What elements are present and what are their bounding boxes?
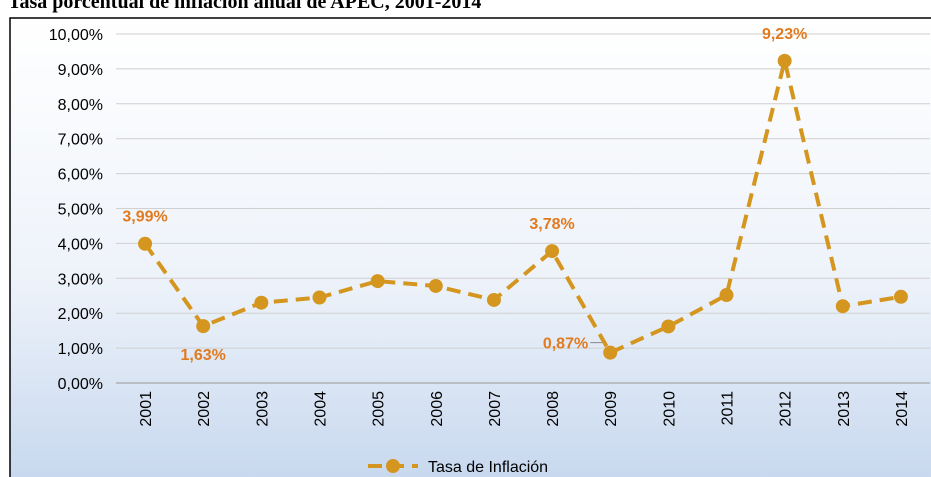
x-tick-label: 2006 [429, 391, 446, 427]
data-label: 9,23% [762, 26, 807, 43]
y-tick-label: 7,00% [58, 132, 103, 149]
x-tick-label: 2010 [661, 391, 678, 427]
point-marker [428, 278, 443, 293]
y-tick-label: 9,00% [58, 62, 103, 79]
y-tick-label: 1,00% [58, 341, 103, 358]
legend-label: Tasa de Inflación [428, 459, 548, 476]
point-marker [719, 288, 734, 303]
x-tick-label: 2001 [138, 391, 155, 427]
x-tick-label: 2009 [603, 391, 620, 427]
point-marker [254, 295, 269, 310]
x-tick-label: 2007 [487, 391, 504, 427]
x-tick-label: 2008 [545, 391, 562, 427]
y-tick-label: 4,00% [58, 236, 103, 253]
x-tick-label: 2013 [836, 391, 853, 427]
y-tick-label: 5,00% [58, 202, 103, 219]
data-label: 3,78% [529, 216, 574, 233]
point-marker [196, 319, 211, 334]
x-tick-label: 2011 [720, 391, 737, 426]
point-marker [312, 290, 327, 305]
point-marker [893, 289, 908, 304]
y-tick-label: 0,00% [58, 376, 103, 393]
y-tick-label: 10,00% [49, 27, 103, 44]
data-label: 3,99% [122, 209, 167, 226]
x-tick-label: 2002 [196, 391, 213, 427]
y-tick-label: 8,00% [58, 97, 103, 114]
chart-title: Tasa porcentual de inflación anual de AP… [8, 0, 481, 13]
legend-marker [386, 459, 400, 473]
series-line [143, 60, 902, 356]
point-marker [777, 53, 792, 68]
y-tick-label: 2,00% [58, 306, 103, 323]
point-marker [138, 236, 153, 251]
x-tick-label: 2012 [778, 391, 795, 427]
y-tick-label: 6,00% [58, 167, 103, 184]
x-tick-label: 2003 [254, 391, 271, 427]
point-marker [486, 292, 501, 307]
x-tick-label: 2005 [371, 391, 388, 427]
x-tick-label: 2014 [894, 391, 911, 427]
point-marker [835, 299, 850, 314]
y-tick-label: 3,00% [58, 271, 103, 288]
data-label: 0,87% [543, 336, 588, 353]
x-tick-label: 2004 [313, 391, 330, 427]
point-marker [661, 319, 676, 334]
data-label: 1,63% [181, 347, 226, 364]
point-marker [545, 244, 560, 259]
point-marker [370, 274, 385, 289]
point-marker [603, 345, 618, 360]
